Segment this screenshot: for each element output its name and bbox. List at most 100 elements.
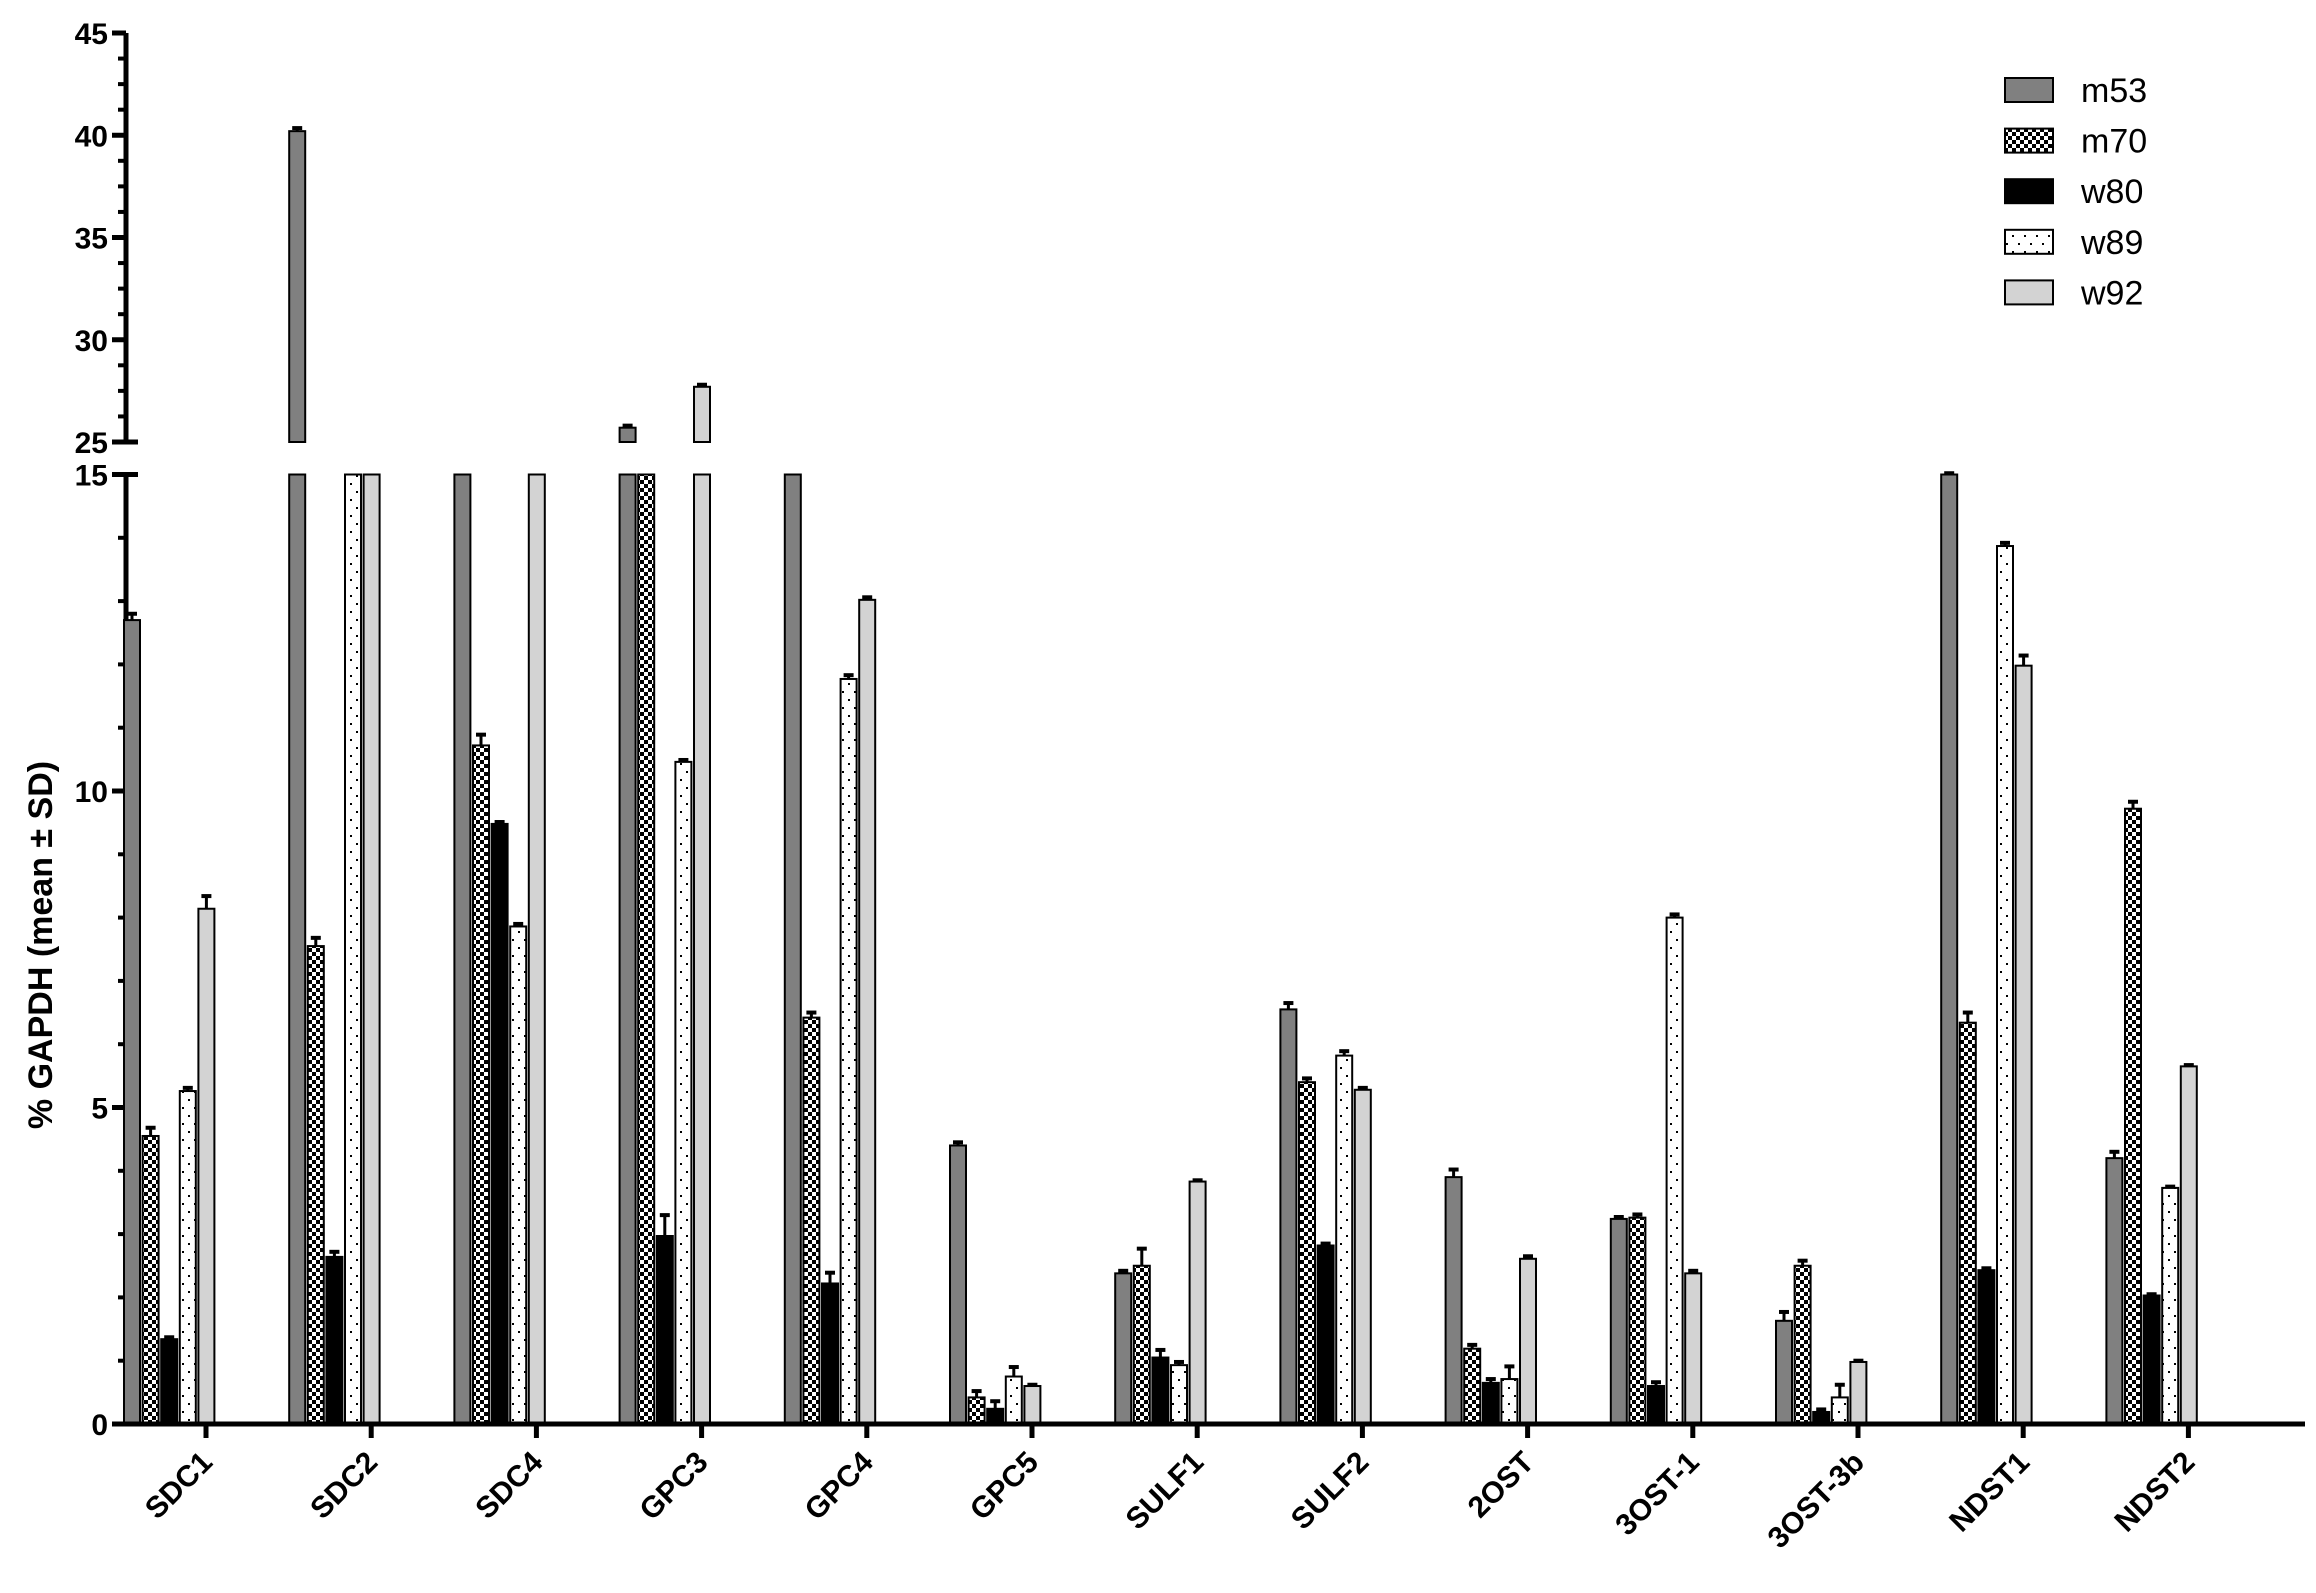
y-tick-label: 30 — [75, 325, 108, 358]
x-category-label: SULF2 — [1285, 1446, 1376, 1537]
y-axis-title: % GAPDH (mean ± SD) — [22, 761, 60, 1129]
bar-w92 — [858, 598, 877, 1425]
bar-w92 — [1519, 1257, 1537, 1425]
bar-m70 — [1793, 1264, 1812, 1425]
legend-item-m53: m53 — [2004, 72, 2147, 110]
bar-m53 — [949, 1144, 967, 1425]
bar-group-sdc4 — [453, 473, 546, 1425]
bar-group-gpc5 — [949, 1140, 1042, 1426]
x-axis: SDC1 SDC2 SDC4 GPC3 GPC4 GPC5 SULF1 SULF2 2OST 3O… — [124, 1421, 2305, 1555]
bar-group-sulf1 — [1114, 1178, 1207, 1426]
bar-series — [123, 126, 2198, 1426]
bar-w89 — [1500, 1378, 1519, 1426]
bar-m53 — [1609, 1217, 1628, 1425]
bar-w92 — [197, 907, 216, 1425]
bar-m53 — [1444, 1176, 1463, 1425]
bar-w80 — [821, 1282, 839, 1425]
legend-label: m53 — [2081, 72, 2147, 110]
x-category-label: GPC5 — [964, 1446, 1045, 1527]
bar-w89 — [1335, 1054, 1354, 1425]
bar-w92 — [1188, 1180, 1207, 1426]
bar-w92 — [362, 473, 381, 1425]
bar-w92 — [1849, 1360, 1868, 1425]
legend-label: w89 — [2080, 224, 2143, 262]
bar-m70 — [1132, 1264, 1151, 1425]
bar-w92 — [1684, 1272, 1703, 1425]
bar-m70 — [802, 1016, 821, 1425]
bar-m70 — [1958, 1021, 1977, 1425]
legend-swatch — [2004, 77, 2054, 103]
bar-group-ndst1 — [1940, 471, 2033, 1426]
y-tick-label: 5 — [91, 1093, 108, 1126]
bar-m70 — [1628, 1216, 1647, 1425]
bar-group-sulf2 — [1279, 1001, 1372, 1426]
bar-group-gpc3 — [618, 382, 711, 1426]
y-tick-label: 45 — [75, 18, 108, 51]
bar-w80 — [655, 1234, 674, 1426]
x-category-label: NDST2 — [2108, 1446, 2201, 1539]
bar-w89 — [1004, 1375, 1023, 1426]
x-category-label: SDC1 — [139, 1446, 219, 1526]
bar-m53 — [123, 619, 141, 1425]
legend: m53 m70 w80 w89 w92 — [2004, 72, 2147, 312]
y-tick-label: 35 — [75, 223, 108, 256]
legend-item-w89: w89 — [2004, 224, 2143, 262]
bar-w80 — [1316, 1244, 1335, 1426]
bar-w89 — [509, 925, 528, 1425]
bar-m53 — [1940, 473, 1959, 1425]
x-category-label: GPC3 — [633, 1446, 714, 1527]
bar-w80 — [1151, 1356, 1170, 1426]
bar-group-3ost-3b — [1775, 1258, 1868, 1426]
bar-w89 — [674, 760, 693, 1425]
y-tick-label: 15 — [75, 460, 108, 493]
bar-w80 — [2142, 1294, 2161, 1425]
bar-w92 — [527, 473, 546, 1425]
x-category-label: NDST1 — [1943, 1446, 2036, 1539]
bar-w92 — [693, 473, 711, 1425]
x-category-label: 3OST-1 — [1609, 1446, 1705, 1542]
bar-m70 — [472, 744, 490, 1425]
bar-w89 — [344, 473, 362, 1425]
bar-w80 — [325, 1255, 344, 1425]
bar-m70 — [1298, 1081, 1316, 1426]
y-tick-label: 25 — [75, 427, 108, 460]
bar-w89 — [1830, 1396, 1849, 1425]
bar-w89 — [1170, 1364, 1188, 1425]
bar-w89 — [1665, 916, 1684, 1425]
bar-m70 — [141, 1134, 160, 1425]
legend-label: m70 — [2081, 123, 2147, 161]
bar-w92 — [693, 385, 711, 444]
bar-group-ndst2 — [2105, 799, 2198, 1425]
legend-item-w80: w80 — [2004, 173, 2143, 211]
bar-w89 — [2161, 1186, 2180, 1425]
bar-m53 — [618, 473, 637, 1425]
legend-label: w92 — [2080, 274, 2143, 312]
x-category-label: 3OST-3b — [1762, 1446, 1871, 1555]
bar-w80 — [490, 822, 509, 1425]
bar-m70 — [1463, 1347, 1482, 1425]
bar-m70 — [306, 945, 325, 1426]
legend-swatch — [2004, 178, 2054, 205]
x-category-label: SDC4 — [469, 1445, 549, 1525]
y-tick-label: 10 — [75, 776, 108, 809]
legend-swatch — [2004, 228, 2054, 255]
bar-group-sdc1 — [123, 611, 216, 1425]
bar-w92 — [1353, 1088, 1372, 1425]
bar-m70 — [2124, 807, 2142, 1425]
bar-w92 — [1023, 1385, 1042, 1426]
bar-w92 — [2179, 1065, 2198, 1425]
upper-y-axis: 25 30 35 40 45 — [75, 18, 138, 460]
bar-group-2ost — [1444, 1167, 1537, 1426]
x-category-label: GPC4 — [799, 1445, 880, 1526]
bar-group-sdc2 — [288, 126, 381, 1426]
legend-swatch — [2004, 279, 2054, 306]
legend-item-m70: m70 — [2004, 123, 2147, 161]
bar-m53 — [288, 130, 307, 443]
y-tick-label: 40 — [75, 120, 108, 153]
bar-m53 — [2105, 1157, 2124, 1425]
bar-m70 — [967, 1396, 986, 1425]
x-category-label: SDC2 — [304, 1446, 384, 1526]
bar-w89 — [178, 1090, 197, 1425]
x-category-label: SULF1 — [1120, 1446, 1211, 1537]
bar-m53 — [1279, 1008, 1298, 1425]
